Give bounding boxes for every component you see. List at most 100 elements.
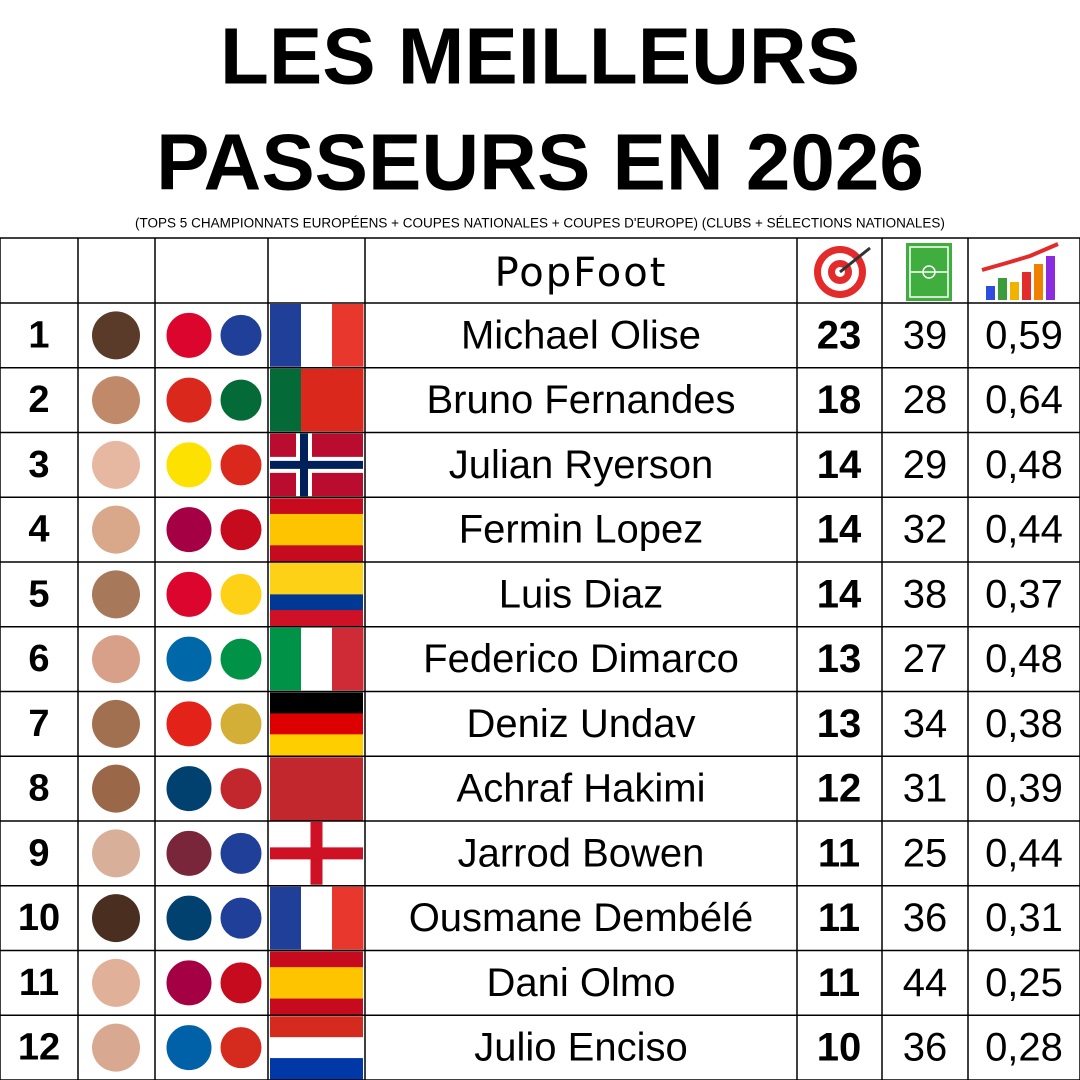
ratio: 0,48 (985, 443, 1063, 487)
club-logo (163, 892, 215, 944)
title-line: PASSEURS EN 2026 (156, 118, 924, 207)
flag (332, 886, 364, 950)
flag (270, 460, 363, 469)
flag (301, 627, 333, 691)
matches: 38 (903, 572, 948, 616)
national-logo (217, 570, 265, 618)
national-logo (217, 959, 265, 1007)
flag (270, 513, 363, 531)
national-logo (217, 700, 265, 748)
assists: 23 (817, 313, 862, 357)
national-logo (217, 635, 265, 683)
flag (270, 692, 363, 714)
player-name: Achraf Hakimi (457, 767, 706, 811)
flag (301, 368, 333, 432)
player-photo (92, 635, 140, 684)
assists: 10 (817, 1026, 862, 1070)
flag (270, 1058, 363, 1080)
matches: 28 (903, 378, 948, 422)
player-photo (92, 958, 140, 1007)
rank: 4 (28, 509, 49, 551)
club-logo (163, 568, 215, 620)
assists: 12 (817, 767, 862, 811)
rank: 7 (28, 703, 49, 745)
rank: 11 (19, 962, 59, 1004)
flag (270, 713, 363, 735)
title-line: LES MEILLEURS (220, 12, 860, 101)
target-icon (814, 246, 871, 298)
player-name: Fermin Lopez (459, 508, 704, 552)
national-logo (217, 894, 265, 942)
assists: 11 (818, 831, 860, 875)
flag (332, 304, 364, 367)
player-photo (92, 764, 140, 813)
flag (332, 368, 364, 432)
flag (270, 529, 363, 546)
matches: 31 (903, 767, 948, 811)
flag (270, 967, 363, 984)
matches: 39 (903, 313, 948, 357)
national-logo (217, 441, 265, 489)
club-logo (163, 1022, 215, 1074)
assists: 14 (817, 572, 862, 616)
flag (301, 886, 333, 950)
player-name: Julian Ryerson (449, 443, 714, 487)
matches: 29 (903, 443, 948, 487)
flag (270, 304, 302, 367)
club-logo (163, 309, 215, 361)
matches: 34 (903, 702, 948, 746)
chart-icon (981, 242, 1059, 300)
rank: 10 (18, 897, 60, 939)
national-logo (217, 829, 265, 877)
assists: 13 (817, 702, 862, 746)
flag (270, 578, 363, 595)
rank: 2 (28, 379, 49, 421)
club-logo (163, 374, 215, 426)
national-logo (217, 1024, 265, 1072)
player-name: Julio Enciso (474, 1026, 687, 1070)
assists: 14 (817, 508, 862, 552)
matches: 36 (903, 1026, 948, 1070)
player-name: Federico Dimarco (423, 637, 739, 681)
subtitle: (TOPS 5 CHAMPIONNATS EUROPÉENS + COUPES … (135, 216, 945, 231)
ratio: 0,31 (985, 896, 1063, 940)
player-photo (92, 829, 140, 878)
flag (301, 304, 333, 367)
player-photo (92, 894, 140, 943)
player-name: Dani Olmo (487, 961, 676, 1005)
assists: 11 (818, 896, 860, 940)
national-logo (217, 311, 265, 359)
flag (270, 594, 363, 611)
flag (270, 498, 363, 515)
club-logo (163, 763, 215, 815)
rank: 1 (28, 314, 49, 356)
logo: PopFoot (495, 250, 668, 296)
rank: 9 (28, 832, 49, 874)
assists: 11 (818, 961, 860, 1005)
ratio: 0,48 (985, 637, 1063, 681)
ratio: 0,28 (985, 1026, 1063, 1070)
flag (270, 545, 363, 562)
player-photo (92, 505, 140, 554)
club-logo (163, 439, 215, 491)
pitch-icon (906, 243, 952, 301)
ratio: 0,37 (985, 572, 1063, 616)
flag (270, 1016, 363, 1038)
ratio: 0,38 (985, 702, 1063, 746)
flag (270, 1037, 363, 1059)
national-logo (217, 506, 265, 554)
player-name: Luis Diaz (499, 572, 664, 616)
player-photo (92, 699, 140, 748)
matches: 32 (903, 508, 948, 552)
rank: 3 (28, 444, 49, 486)
ratio: 0,25 (985, 961, 1063, 1005)
matches: 44 (903, 961, 948, 1005)
assists: 18 (817, 378, 862, 422)
rank: 5 (28, 573, 49, 615)
player-photo (92, 440, 140, 489)
matches: 36 (903, 896, 948, 940)
flag (270, 627, 302, 691)
flag (270, 757, 363, 821)
rank: 8 (28, 768, 49, 810)
